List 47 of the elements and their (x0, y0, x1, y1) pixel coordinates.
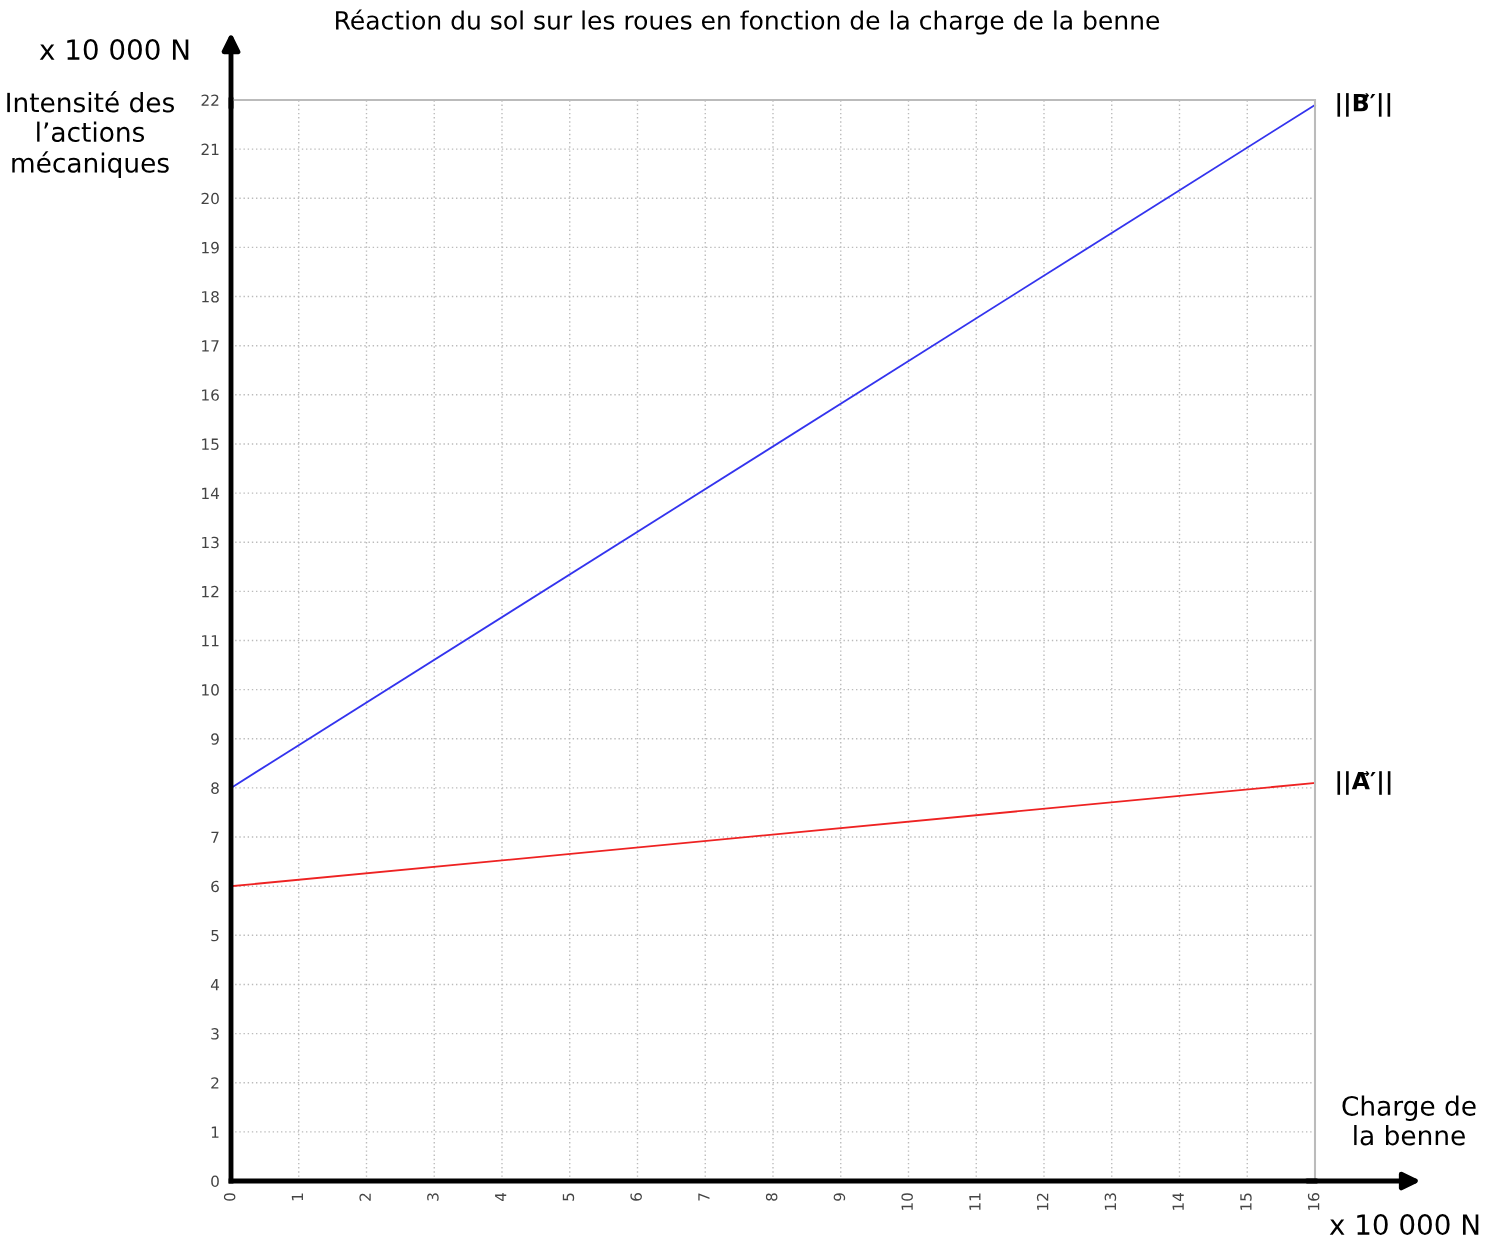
x-tick-label: 2 (359, 1193, 371, 1201)
y-tick-label: 15 (202, 438, 219, 450)
y-tick-label: 11 (202, 635, 219, 647)
y-axis-title: Intensité des l’actions mécaniques (7, 90, 175, 178)
series-label: ||B⃗′|| (1337, 93, 1391, 117)
y-tick-label: 16 (202, 389, 219, 401)
y-tick-label: 14 (202, 487, 220, 499)
x-tick-label: 13 (1104, 1193, 1117, 1210)
x-tick-label: 7 (698, 1193, 710, 1201)
x-tick-label: 1 (291, 1193, 303, 1201)
y-tick-label: 7 (211, 831, 219, 843)
x-tick-label: 12 (1036, 1193, 1049, 1210)
x-tick-label: 0 (223, 1193, 236, 1201)
y-tick-label: 18 (202, 291, 219, 303)
y-tick-label: 17 (202, 340, 219, 352)
x-tick-label: 14 (1172, 1192, 1184, 1210)
x-axis-title: Charge de la benne (1342, 1095, 1476, 1146)
y-tick-label: 19 (202, 241, 219, 254)
y-tick-label: 21 (201, 143, 219, 155)
chart-title: Réaction du sol sur les roues en fonction de la charge de la benne (336, 9, 1160, 35)
y-tick-label: 5 (211, 929, 219, 942)
y-tick-label: 10 (202, 684, 219, 696)
y-tick-label: 13 (202, 536, 219, 549)
x-tick-label: 4 (495, 1192, 507, 1202)
x-tick-label: 9 (833, 1193, 846, 1201)
y-tick-label: 9 (211, 733, 219, 745)
x-tick-label: 6 (630, 1193, 642, 1201)
x-tick-label: 11 (969, 1193, 981, 1210)
text: x 10 000 N (39, 39, 189, 61)
x-tick-label: 5 (562, 1193, 575, 1201)
x-tick-label: 16 (1307, 1193, 1320, 1210)
y-tick-label: 22 (201, 94, 219, 106)
x-tick-label: 15 (1240, 1193, 1252, 1210)
y-tick-label: 4 (210, 979, 220, 991)
y-tick-label: 2 (211, 1077, 219, 1089)
y-tick-label: 8 (211, 782, 219, 794)
y-tick-label: 20 (201, 192, 219, 205)
x-tick-label: 8 (765, 1193, 778, 1201)
y-tick-label: 3 (211, 1028, 219, 1040)
y-tick-label: 1 (211, 1126, 219, 1138)
x-tick-label: 10 (901, 1193, 913, 1210)
y-tick-label: 6 (211, 880, 219, 893)
x-tick-label: 3 (427, 1193, 439, 1201)
series-label: ||A⃗′|| (1337, 771, 1391, 795)
y-tick-label: 0 (211, 1175, 219, 1188)
y-tick-label: 12 (202, 585, 219, 598)
text: x 10 000 N (1329, 1214, 1479, 1236)
